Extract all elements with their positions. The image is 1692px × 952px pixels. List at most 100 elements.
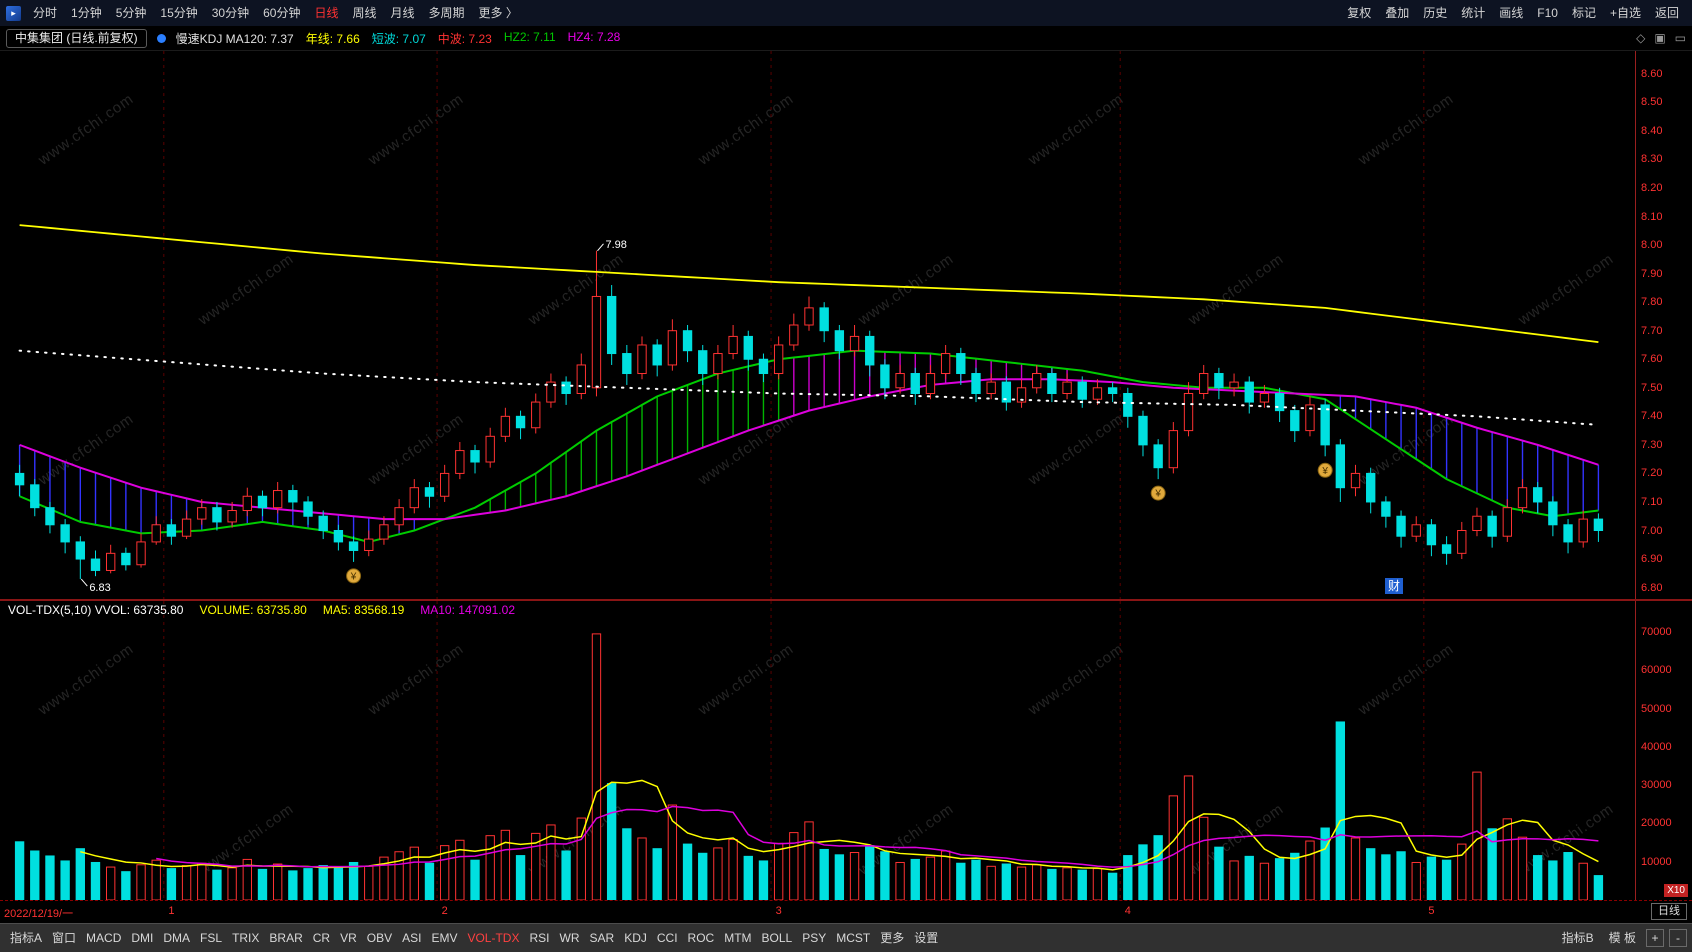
indicator-fsl[interactable]: FSL bbox=[200, 931, 223, 945]
window-icon[interactable]: ▣ bbox=[1654, 31, 1666, 45]
indicator-value-4: HZ2: 7.11 bbox=[503, 29, 556, 44]
menu-mark[interactable]: 标记 bbox=[1571, 6, 1596, 20]
menu-adjust-rights[interactable]: 复权 bbox=[1347, 6, 1372, 20]
menu-statistics[interactable]: 统计 bbox=[1461, 6, 1486, 20]
menu-more[interactable]: 更多 〉 bbox=[478, 6, 518, 20]
menu-15min[interactable]: 15分钟 bbox=[160, 6, 198, 20]
bottom-toolbar: 指标A 窗口 MACD DMI DMA FSL TRIX BRAR CR VR OBV ASI EMV V… bbox=[0, 923, 1692, 952]
zoom-out-button[interactable]: - bbox=[1669, 929, 1687, 947]
toolbar-template[interactable]: 模 板 bbox=[1608, 931, 1636, 945]
menu-daily[interactable]: 日线 bbox=[314, 6, 339, 20]
pane-divider[interactable] bbox=[0, 599, 1692, 601]
volume-header-segment-3: MA10: 147091.02 bbox=[420, 603, 515, 617]
money-bag-icon: ¥ bbox=[1317, 462, 1333, 478]
indicator-psy[interactable]: PSY bbox=[802, 931, 827, 945]
volume-bars-layer[interactable] bbox=[14, 633, 1604, 900]
indicator-mcst[interactable]: MCST bbox=[836, 931, 871, 945]
toolbar-more[interactable]: 更多 bbox=[880, 931, 905, 945]
period-badge[interactable]: 日线 bbox=[1651, 903, 1687, 920]
indicator-sar[interactable]: SAR bbox=[589, 931, 615, 945]
period-menu: 分时 1分钟 5分钟 15分钟 30分钟 60分钟 日线 周线 月线 多周期 更多 〉 bbox=[26, 0, 525, 26]
volume-axis-label: 20000 bbox=[1641, 817, 1672, 830]
price-axis-label: 6.90 bbox=[1641, 553, 1663, 566]
indicator-vr[interactable]: VR bbox=[340, 931, 357, 945]
price-axis-label: 7.20 bbox=[1641, 467, 1663, 480]
indicator-dot-icon bbox=[156, 33, 166, 43]
volume-pane: www.cfchi.com www.cfchi.com www.cfchi.com w… bbox=[0, 601, 1692, 900]
price-axis-label: 7.00 bbox=[1641, 524, 1663, 537]
indicator-dma[interactable]: DMA bbox=[163, 931, 191, 945]
menu-draw-line[interactable]: 画线 bbox=[1499, 6, 1524, 20]
panel-icon[interactable]: ▭ bbox=[1674, 31, 1686, 45]
candles-layer[interactable] bbox=[14, 250, 1604, 580]
indicator-kdj[interactable]: KDJ bbox=[624, 931, 647, 945]
volume-axis-label: 70000 bbox=[1641, 625, 1672, 638]
menu-tick[interactable]: 分时 bbox=[33, 6, 58, 20]
price-axis-label: 8.40 bbox=[1641, 124, 1663, 137]
toolbar-indicator-b[interactable]: 指标B bbox=[1561, 931, 1594, 945]
menu-add-watchlist[interactable]: +自选 bbox=[1609, 6, 1641, 20]
indicator-boll[interactable]: BOLL bbox=[761, 931, 793, 945]
symbol-title[interactable]: 中集集团 (日线.前复权) bbox=[6, 28, 147, 48]
menu-60min[interactable]: 60分钟 bbox=[263, 6, 301, 20]
indicator-roc[interactable]: ROC bbox=[687, 931, 715, 945]
volume-axis-label: 50000 bbox=[1641, 702, 1672, 715]
svg-text:¥: ¥ bbox=[1154, 489, 1161, 500]
toolbar-window[interactable]: 窗口 bbox=[52, 931, 77, 945]
indicator-asi[interactable]: ASI bbox=[402, 931, 422, 945]
tool-menu: 复权 叠加 历史 统计 画线 F10 标记 +自选 返回 bbox=[1340, 0, 1686, 26]
indicator-mtm[interactable]: MTM bbox=[724, 931, 752, 945]
indicator-rsi[interactable]: RSI bbox=[529, 931, 550, 945]
svg-text:¥: ¥ bbox=[1321, 466, 1328, 477]
price-axis-label: 8.10 bbox=[1641, 210, 1663, 223]
money-bag-icon: ¥ bbox=[1150, 485, 1166, 501]
toolbar-settings[interactable]: 设置 bbox=[914, 931, 939, 945]
indicator-wr[interactable]: WR bbox=[559, 931, 580, 945]
menu-30min[interactable]: 30分钟 bbox=[211, 6, 250, 20]
diamond-icon[interactable]: ◇ bbox=[1636, 31, 1646, 45]
volume-axis: X10 70000 60000 50000 40000 30000 20000 10000 bbox=[1635, 601, 1692, 900]
indicator-vol-tdx[interactable]: VOL-TDX bbox=[467, 931, 520, 945]
indicator-cr[interactable]: CR bbox=[312, 931, 331, 945]
price-axis-label: 7.50 bbox=[1641, 381, 1663, 394]
menu-f10[interactable]: F10 bbox=[1537, 6, 1558, 20]
indicator-cci[interactable]: CCI bbox=[656, 931, 678, 945]
money-bag-icon: ¥ bbox=[346, 568, 362, 584]
svg-text:¥: ¥ bbox=[350, 571, 357, 582]
menu-5min[interactable]: 5分钟 bbox=[115, 6, 147, 20]
toolbar-indicator-a[interactable]: 指标A bbox=[10, 931, 43, 945]
cai-badge[interactable]: 财 bbox=[1385, 578, 1404, 594]
volume-indicator-header: VOL-TDX(5,10) VVOL: 63735.80 VOLUME: 6373… bbox=[8, 603, 515, 617]
indicator-dmi[interactable]: DMI bbox=[131, 931, 154, 945]
wave-band-hatch bbox=[18, 350, 1600, 542]
indicator-values: 慢速KDJ MA120: 7.37 年线: 7.66 短波: 7.07 中波: 7.2… bbox=[176, 30, 621, 47]
month-marker-label: 4 bbox=[1124, 905, 1131, 917]
menu-overlay[interactable]: 叠加 bbox=[1385, 6, 1410, 20]
menu-1min[interactable]: 1分钟 bbox=[71, 6, 102, 20]
volume-plot[interactable]: www.cfchi.com www.cfchi.com www.cfchi.com w… bbox=[0, 601, 1636, 900]
indicator-value-2: 短波: 7.07 bbox=[371, 31, 426, 46]
menu-monthly[interactable]: 月线 bbox=[390, 6, 415, 20]
menu-history[interactable]: 历史 bbox=[1423, 6, 1448, 20]
corner-icons: ◇ ▣ ▭ bbox=[1636, 31, 1686, 45]
price-axis-label: 7.10 bbox=[1641, 495, 1663, 508]
indicator-obv[interactable]: OBV bbox=[366, 931, 393, 945]
month-marker-label: 1 bbox=[168, 905, 175, 917]
candlestick-plot[interactable]: www.cfchi.com www.cfchi.com www.cfchi.com w… bbox=[0, 51, 1636, 599]
menu-multi-period[interactable]: 多周期 bbox=[428, 6, 465, 20]
main-chart-svg[interactable]: ¥ ¥ ¥7.98 6.83 bbox=[0, 51, 1635, 599]
indicator-macd[interactable]: MACD bbox=[86, 931, 122, 945]
volume-chart-svg[interactable] bbox=[0, 601, 1635, 900]
zoom-in-button[interactable]: + bbox=[1646, 929, 1664, 947]
toolbar-right: 指标B 模 板 + - bbox=[1557, 924, 1687, 952]
indicator-emv[interactable]: EMV bbox=[431, 931, 458, 945]
menu-back[interactable]: 返回 bbox=[1654, 6, 1679, 20]
volume-axis-label: 40000 bbox=[1641, 740, 1672, 753]
indicator-brar[interactable]: BRAR bbox=[269, 931, 303, 945]
month-marker-label: 3 bbox=[775, 905, 782, 917]
indicator-trix[interactable]: TRIX bbox=[232, 931, 260, 945]
menu-weekly[interactable]: 周线 bbox=[352, 6, 377, 20]
price-axis-label: 8.30 bbox=[1641, 153, 1663, 166]
app-icon[interactable]: ▸ bbox=[6, 5, 21, 21]
